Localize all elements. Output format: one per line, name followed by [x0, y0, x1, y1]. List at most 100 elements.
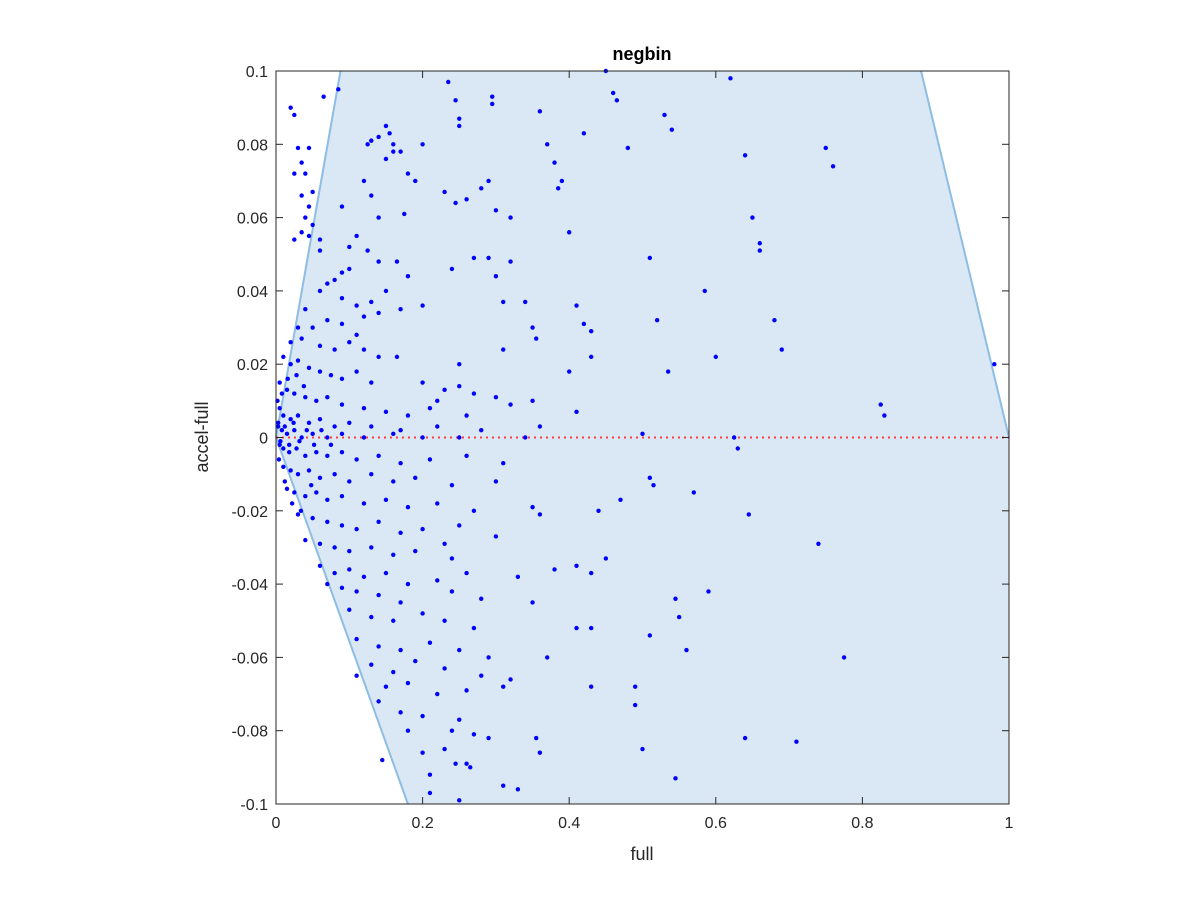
data-point: [651, 482, 656, 488]
data-point: [413, 475, 418, 481]
data-point: [354, 303, 359, 308]
data-point: [420, 713, 425, 719]
data-point: [303, 394, 308, 400]
data-point: [735, 446, 740, 451]
y-tick-label: 0.02: [237, 357, 268, 374]
data-point: [405, 171, 411, 176]
data-point: [882, 413, 887, 418]
data-point: [471, 732, 477, 737]
data-point: [347, 266, 352, 272]
data-point: [493, 274, 499, 279]
data-point: [299, 336, 304, 341]
data-point: [394, 259, 400, 264]
region-edge-2: [920, 70, 1010, 438]
data-point: [383, 497, 389, 503]
data-point: [398, 427, 403, 433]
data-point: [321, 94, 326, 99]
data-point: [669, 127, 675, 132]
data-point: [289, 501, 295, 506]
data-point: [464, 761, 469, 766]
data-point: [299, 160, 304, 165]
data-point: [823, 145, 828, 151]
data-point: [574, 409, 579, 415]
data-point: [471, 625, 477, 631]
data-point: [354, 332, 359, 338]
data-point: [361, 405, 367, 411]
data-point: [319, 427, 324, 433]
data-point: [306, 365, 312, 371]
data-point: [279, 391, 285, 396]
data-point: [288, 340, 293, 345]
data-point: [369, 424, 374, 429]
data-point: [581, 131, 587, 136]
data-point: [574, 303, 579, 308]
data-point: [347, 607, 352, 612]
data-point: [295, 471, 301, 477]
data-point: [306, 233, 312, 239]
data-point: [282, 479, 287, 484]
data-point: [325, 394, 330, 400]
x-tick-label: 0.4: [558, 815, 580, 832]
data-point: [420, 611, 425, 616]
data-point: [449, 482, 455, 488]
data-point: [336, 87, 341, 92]
data-point: [405, 504, 411, 510]
data-point: [332, 471, 337, 477]
data-point: [286, 449, 292, 455]
y-tick-label: 0.08: [237, 137, 268, 154]
data-point: [420, 380, 425, 385]
data-point: [361, 178, 367, 184]
data-point: [508, 402, 513, 407]
data-point: [317, 541, 323, 546]
data-point: [347, 479, 352, 484]
data-point: [830, 164, 836, 169]
data-point: [501, 299, 506, 305]
data-point: [369, 614, 374, 620]
data-point: [332, 277, 337, 283]
data-point: [311, 442, 317, 448]
data-point: [435, 501, 440, 506]
data-point: [361, 501, 367, 506]
data-point: [588, 329, 594, 334]
data-point: [442, 189, 447, 195]
data-point: [314, 398, 319, 404]
data-point: [588, 570, 594, 576]
data-point: [464, 453, 469, 459]
data-point: [508, 259, 513, 264]
data-point: [383, 123, 389, 129]
data-point: [457, 798, 462, 803]
data-point: [339, 585, 345, 590]
data-point: [376, 592, 381, 598]
data-point: [750, 215, 755, 220]
data-point: [282, 424, 287, 429]
data-point: [493, 208, 499, 213]
data-point: [317, 563, 323, 568]
chart-title: negbin: [613, 44, 672, 64]
data-point: [354, 589, 359, 594]
data-point: [446, 79, 451, 85]
data-point: [376, 310, 381, 316]
data-point: [398, 647, 403, 653]
data-point: [394, 354, 400, 360]
data-point: [376, 134, 381, 140]
data-point: [332, 545, 337, 550]
data-point: [303, 537, 308, 543]
x-tick-label: 1: [1005, 815, 1014, 832]
data-point: [702, 288, 708, 294]
data-point: [285, 376, 290, 382]
data-point: [468, 765, 473, 770]
data-point: [405, 728, 411, 733]
data-point: [354, 457, 359, 462]
data-point: [435, 691, 440, 697]
data-point: [325, 453, 330, 459]
data-point: [464, 197, 469, 202]
data-point: [354, 636, 359, 642]
data-point: [391, 142, 396, 147]
data-point: [275, 420, 281, 426]
data-point: [457, 123, 462, 129]
data-point: [361, 347, 367, 352]
data-point: [530, 600, 535, 605]
data-point: [347, 340, 352, 345]
data-point: [610, 90, 616, 96]
